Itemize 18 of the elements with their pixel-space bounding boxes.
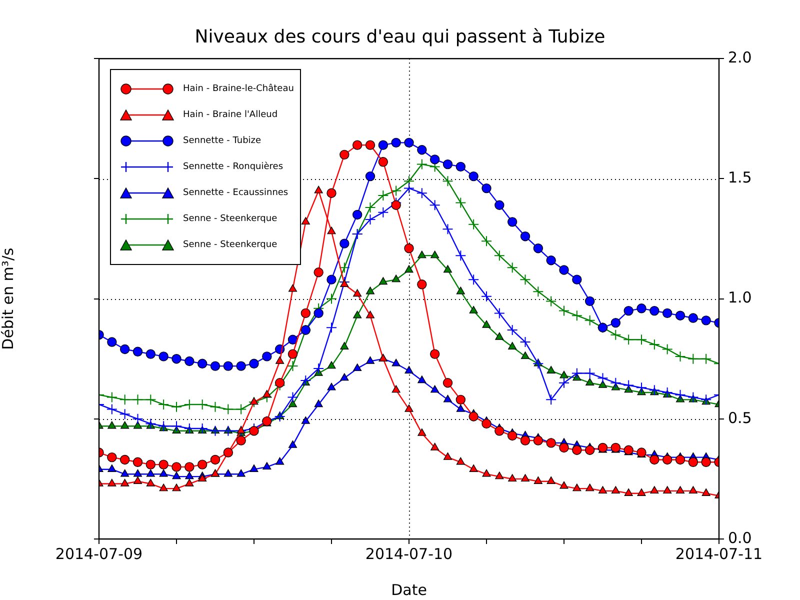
x-tick-label: 2014-07-09 xyxy=(55,544,143,563)
x-axis-title: Date xyxy=(391,580,427,599)
legend-label: Senne - Steenkerque xyxy=(183,240,278,250)
y-tick-label: 1.0 xyxy=(728,288,752,307)
y-tick-label: 1.5 xyxy=(728,168,752,187)
y-tick-label: 2.0 xyxy=(728,48,752,66)
legend-label: Hain - Braine l'Alleud xyxy=(183,110,278,120)
x-tick-label: 2014-07-11 xyxy=(675,544,763,563)
legend-label: Hain - Braine-le-Château xyxy=(183,84,294,94)
y-tick-label: 0.5 xyxy=(728,408,752,427)
x-tick-label: 2014-07-10 xyxy=(365,544,453,563)
legend-label: Sennette - Ronquières xyxy=(183,162,284,172)
y-axis-title: Débit en m³/s xyxy=(0,248,17,350)
legend-label: Sennette - Tubize xyxy=(183,136,262,146)
y-tick-label: 0.0 xyxy=(728,528,752,547)
legend-label: Senne - Steenkerque xyxy=(183,214,278,224)
chart-title: Niveaux des cours d'eau qui passent à Tubize xyxy=(194,26,606,48)
legend-label: Sennette - Ecaussinnes xyxy=(183,188,288,198)
